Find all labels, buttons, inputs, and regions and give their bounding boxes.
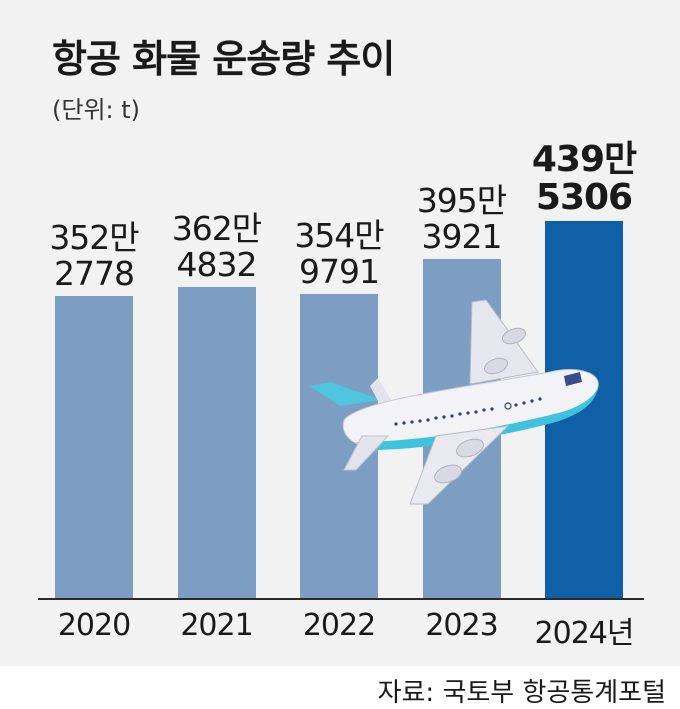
value-label-line: 352만 bbox=[49, 218, 139, 258]
value-label-line: 362만 bbox=[171, 209, 262, 249]
unit-note: (단위: t) bbox=[52, 96, 141, 124]
value-label-2023: 395만 3921 bbox=[392, 183, 532, 255]
value-label-line: 5306 bbox=[535, 177, 633, 219]
value-label-2020: 352만 2778 bbox=[24, 220, 164, 292]
category-label-2020: 2020 bbox=[57, 608, 131, 643]
value-label-line: 2778 bbox=[54, 254, 135, 294]
value-label-line: 354만 bbox=[294, 215, 384, 255]
value-label-line: 439만 bbox=[531, 139, 637, 181]
category-label-2024년: 2024년 bbox=[534, 616, 635, 651]
value-label-line: 4832 bbox=[176, 245, 258, 285]
value-label-2022: 354만 9791 bbox=[269, 215, 409, 291]
category-label-2023: 2023 bbox=[425, 608, 498, 643]
baseline bbox=[38, 598, 644, 600]
source-note: 자료: 국토부 항공통계포털 bbox=[377, 678, 666, 708]
chart-panel: 항공 화물 운송량 추이 (단위: t) 352만 2778 2020 362만 483… bbox=[0, 0, 680, 666]
category-label-2021: 2021 bbox=[180, 608, 253, 643]
value-label-2021: 362만 4832 bbox=[147, 211, 287, 283]
bar-2021 bbox=[177, 287, 256, 598]
value-label-2024년: 439만 5306 bbox=[514, 141, 654, 217]
value-label-line: 395만 bbox=[416, 181, 507, 221]
value-label-line: 9791 bbox=[299, 251, 380, 291]
chart-title: 항공 화물 운송량 추이 bbox=[52, 37, 395, 81]
category-label-2022: 2022 bbox=[302, 608, 376, 643]
airplane-icon bbox=[310, 299, 599, 505]
value-label-line: 3921 bbox=[421, 217, 503, 257]
bar-2020 bbox=[55, 296, 133, 598]
